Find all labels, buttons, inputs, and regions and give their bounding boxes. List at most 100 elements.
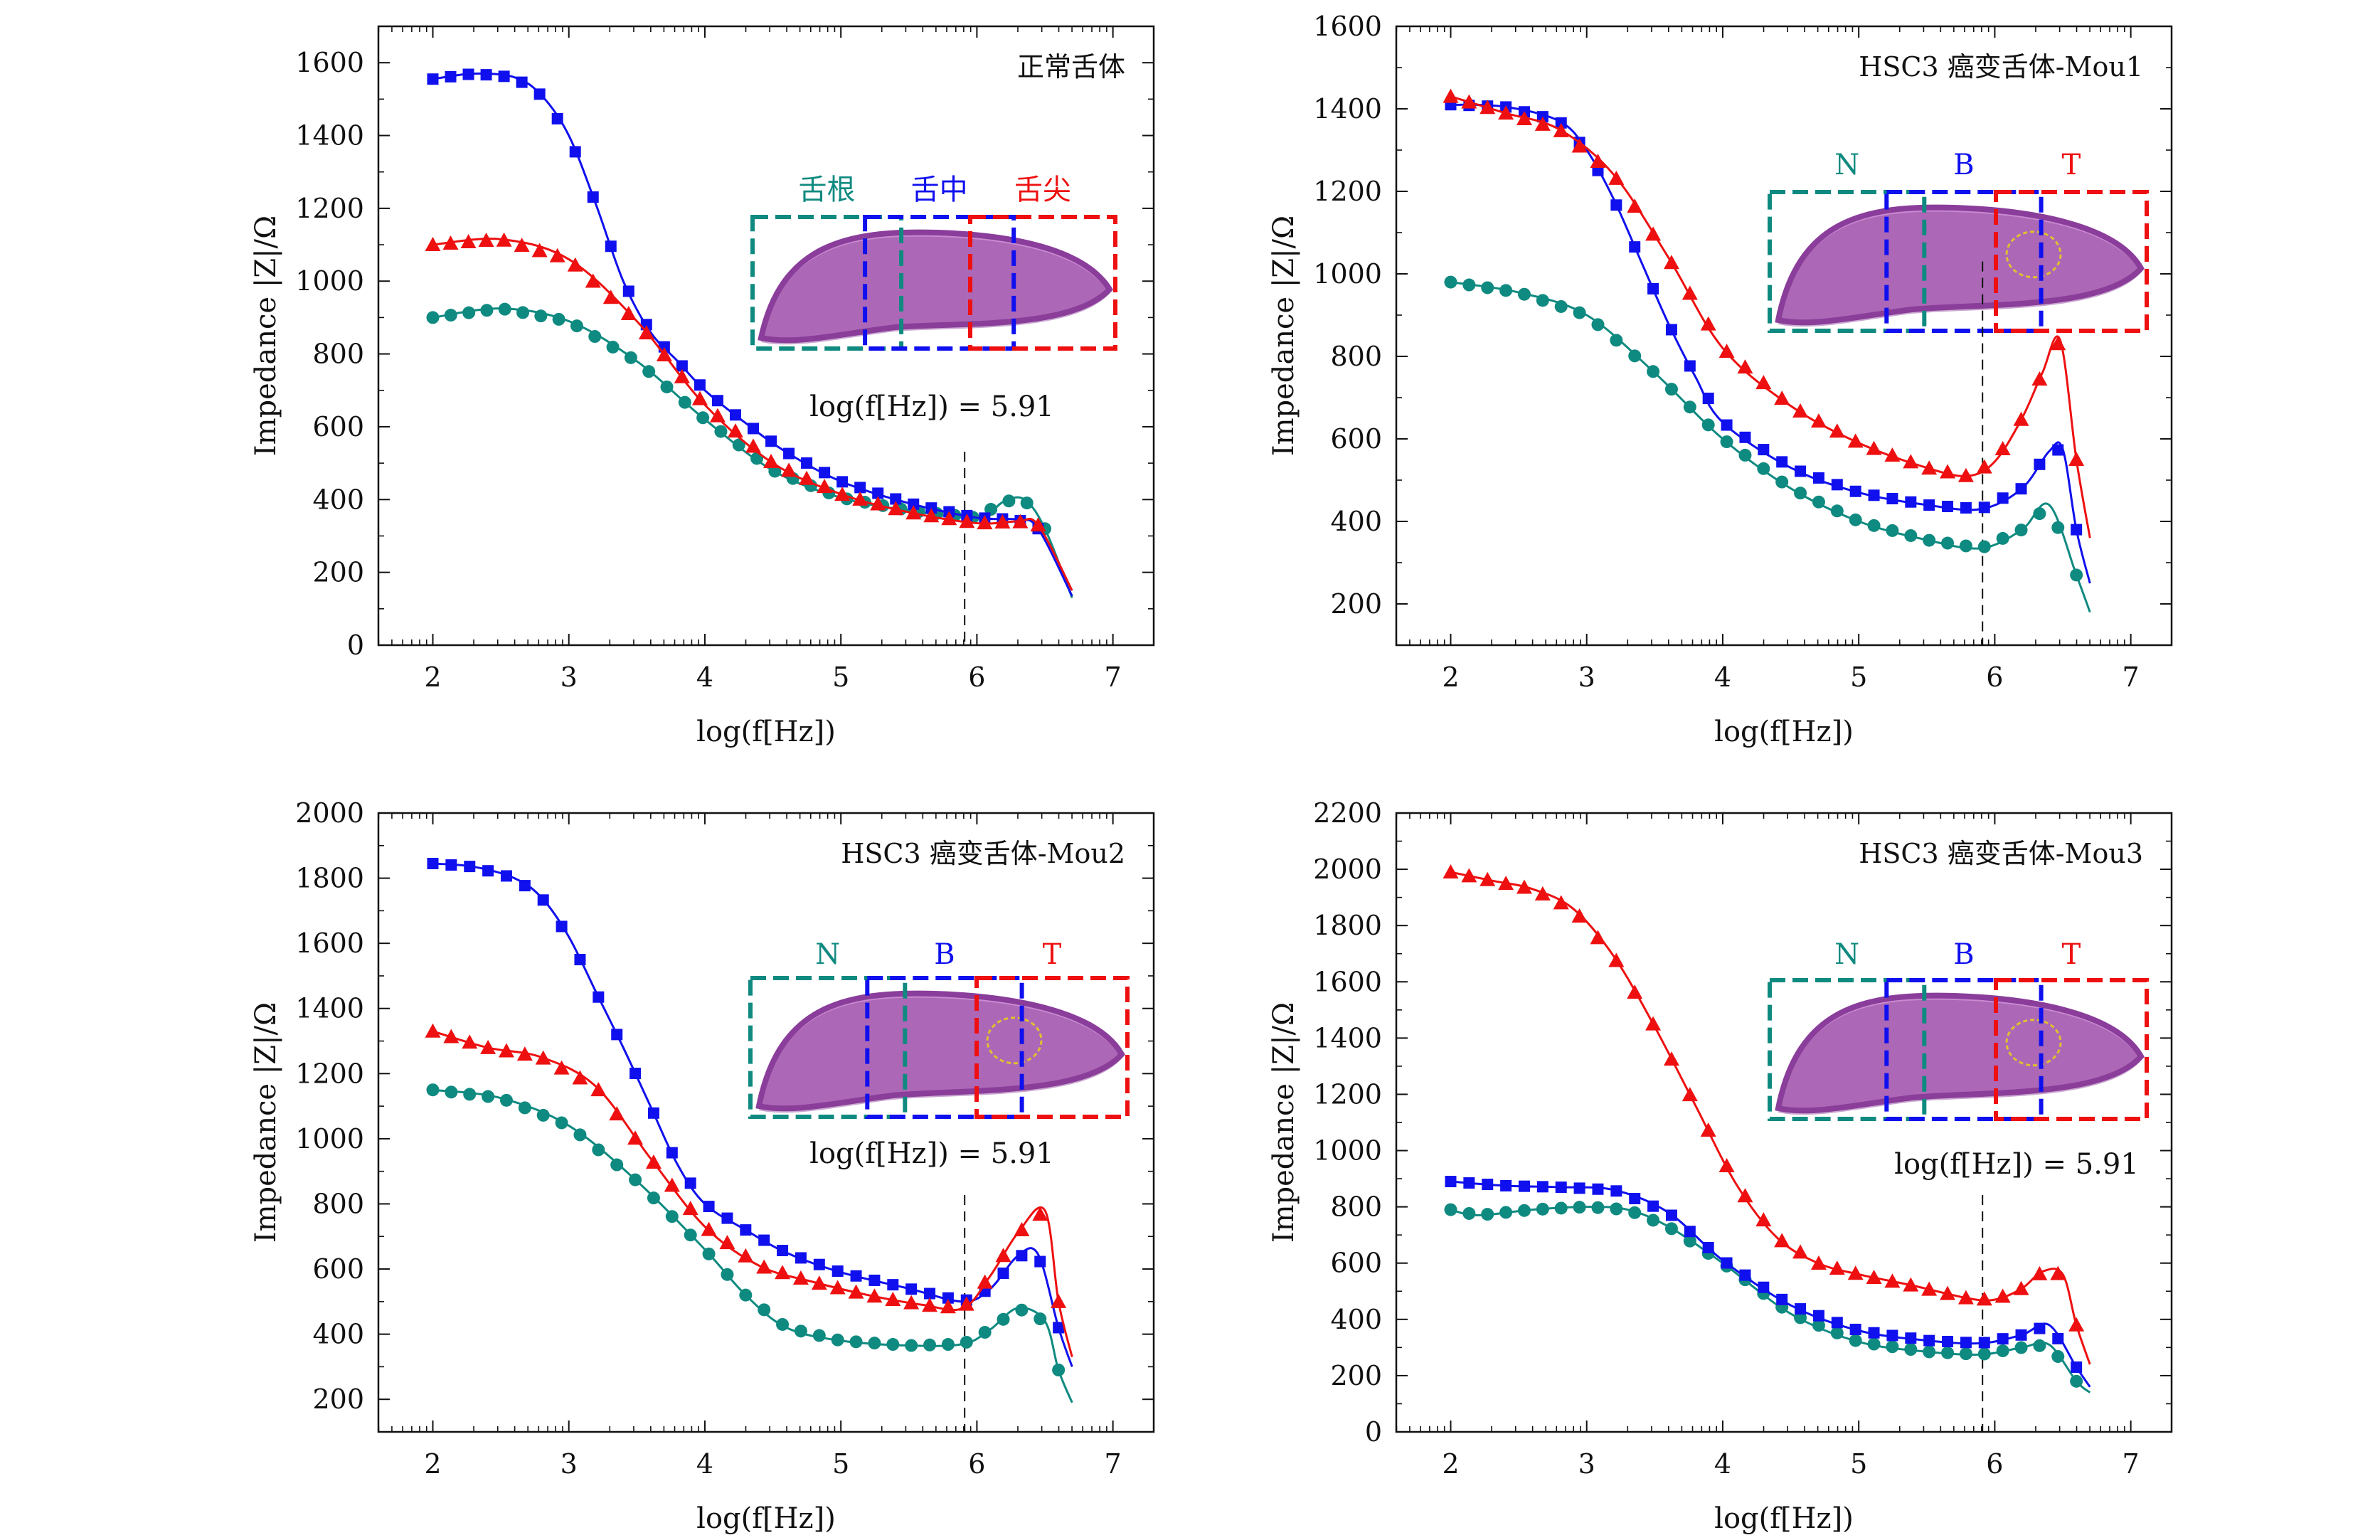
data-point-T [480,1039,496,1054]
data-point-T [1976,459,1992,474]
data-point-T [1012,514,1029,529]
x-tick-label: 3 [561,662,578,693]
y-tick-label: 1400 [295,120,364,152]
y-tick-label: 400 [1330,506,1382,537]
data-point-T [585,273,601,288]
data-point-B [1610,199,1622,211]
series-line-B [1450,103,2091,584]
x-axis-title: log(f[Hz]) [696,716,836,748]
tissue-shading [1778,999,2141,1115]
data-point-T [1663,255,1679,270]
y-tick-label: 1200 [1313,1078,1382,1110]
data-point-B [1942,501,1954,513]
data-point-B [1721,1257,1733,1269]
data-point-T [923,508,940,523]
data-point-B [1831,1317,1843,1329]
data-point-T [1866,1269,1882,1284]
data-point-T [531,243,548,257]
tumor-outline [2005,1019,2062,1067]
data-point-T [516,1046,533,1061]
data-point-T [1498,105,1514,120]
data-point-N [1701,418,1715,432]
data-point-B [1034,1255,1046,1268]
data-point-B [1886,1329,1898,1342]
data-point-T [799,470,815,485]
data-point-B [1647,1200,1659,1212]
data-point-B [445,70,457,83]
data-point-T [682,1201,698,1216]
data-point-T [994,514,1011,529]
data-point-N [426,1083,440,1097]
data-point-B [729,409,741,421]
data-point-T [834,487,851,501]
y-tick-label: 1200 [1313,176,1382,207]
series-T [425,232,1073,591]
data-point-B [1555,117,1567,129]
data-point-N [923,1338,937,1352]
x-tick-label: 5 [832,1448,849,1480]
data-point-T [1829,423,1845,438]
data-point-T [2050,336,2066,351]
region-label-B: 舌中 [911,174,968,206]
data-point-N [588,330,602,344]
data-point-B [1518,1180,1530,1192]
data-point-N [624,351,637,364]
data-point-T [1957,1290,1974,1305]
data-point-T [2031,1265,2048,1280]
data-point-T [852,491,868,506]
data-point-B [462,68,474,80]
data-point-N [1977,1347,1991,1361]
data-point-T [719,1235,735,1250]
data-point-B [1960,501,1972,514]
series-N [1444,275,2091,613]
data-point-B [1053,1322,1065,1334]
data-point-T [514,238,530,253]
data-point-T [2013,411,2029,426]
data-point-B [795,1252,807,1264]
data-point-B [721,1212,733,1224]
data-point-T [1810,413,1827,428]
chart-panel-2: 2 3 4 5 6 7 200 400 600 800 1000 1200 1400 1600 log(f[… [1268,11,2173,748]
data-point-N [1830,504,1844,518]
data-point-B [1665,1209,1677,1221]
data-point-N [905,1339,918,1352]
histology-inset: 舌根 舌中 舌尖 [750,174,1117,351]
data-point-N [941,1338,955,1352]
y-tick-label: 2200 [1313,797,1382,829]
data-point-T [460,234,477,249]
data-point-B [1702,1241,1714,1253]
data-point-N [629,1173,642,1186]
data-point-B [1684,360,1696,372]
data-point-B [482,865,494,877]
data-point-N [1015,1303,1029,1317]
y-tick-label: 1400 [295,993,364,1024]
data-point-N [1554,1201,1568,1215]
data-point-B [593,991,605,1003]
data-point-T [1921,460,1938,475]
data-point-T [1553,895,1569,910]
data-point-B [1482,1179,1494,1191]
y-tick-label: 1400 [1313,1022,1382,1053]
y-tick-label: 200 [1330,588,1382,620]
data-point-N [570,319,583,333]
data-point-B [519,880,531,892]
data-point-N [2051,1350,2065,1364]
data-point-B [819,467,831,479]
x-axis-title: log(f[Hz]) [696,1502,836,1535]
data-point-N [794,1324,807,1338]
chart-panel-3: 2 3 4 5 6 7 200 400 600 800 1000 1200 1400 1600 1800 20… [250,797,1155,1535]
data-point-N [1849,1334,1862,1347]
data-point-N [997,1312,1010,1326]
data-point-N [1628,349,1642,363]
region-box-B [865,976,1024,1119]
x-tick-label: 2 [424,1448,441,1480]
data-point-T [443,1029,459,1044]
data-point-T [1645,1016,1662,1031]
data-point-T [1479,100,1496,115]
data-point-T [1884,447,1901,462]
data-point-T [1590,930,1606,945]
data-point-N [1977,540,1991,553]
data-point-T [496,232,512,247]
data-point-N [1052,1364,1066,1376]
